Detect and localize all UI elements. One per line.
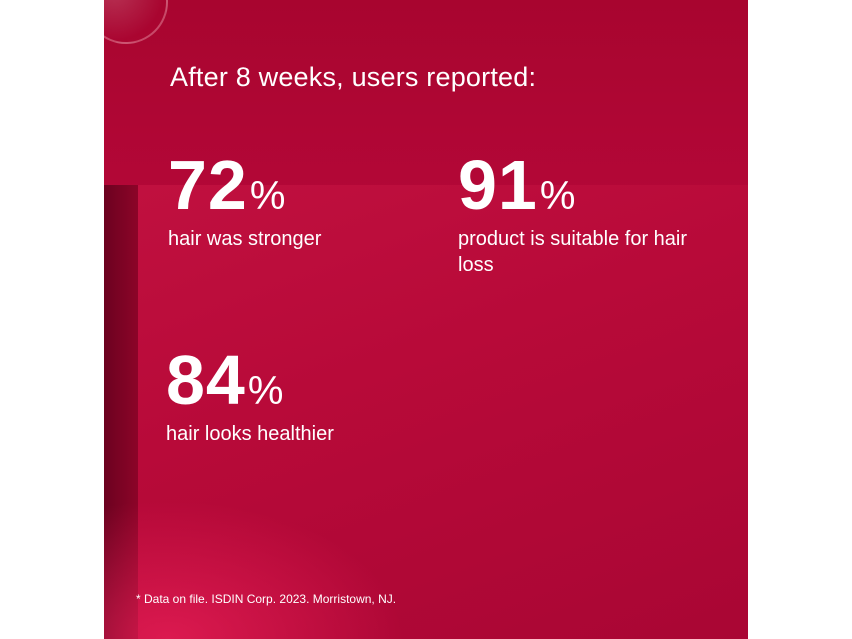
stat-label: hair looks healthier: [166, 423, 334, 445]
background-glow: [104, 489, 424, 639]
stat-label: hair was stronger: [168, 228, 322, 250]
stat-value: 91: [458, 146, 538, 224]
stat-value: 84: [166, 341, 246, 419]
stats-heading: After 8 weeks, users reported:: [170, 62, 537, 92]
footnote: * Data on file. ISDIN Corp. 2023. Morris…: [136, 592, 397, 606]
stat-healthier: 84 % hair looks healthier: [166, 345, 396, 447]
stat-unit: %: [247, 369, 284, 413]
stat-value-row: 72 %: [168, 150, 398, 220]
stat-stronger: 72 % hair was stronger: [168, 150, 398, 252]
stat-suitable: 91 % product is suitable for hair loss: [458, 150, 688, 278]
background-shade-top: [104, 0, 748, 190]
stat-label: product is suitable for hair loss: [458, 228, 688, 276]
stat-value-row: 84 %: [166, 345, 396, 415]
promo-panel: After 8 weeks, users reported: 72 % hair…: [104, 0, 748, 639]
stat-unit: %: [249, 174, 286, 218]
stat-value: 72: [168, 146, 248, 224]
stat-value-row: 91 %: [458, 150, 688, 220]
stat-unit: %: [539, 174, 576, 218]
